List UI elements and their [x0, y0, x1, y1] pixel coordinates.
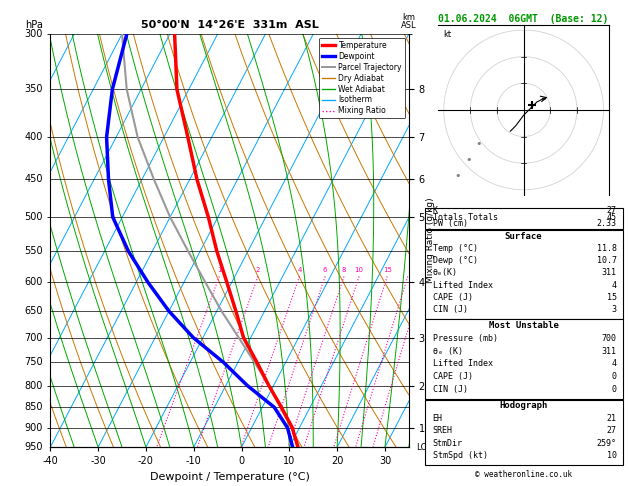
- Text: 01.06.2024  06GMT  (Base: 12): 01.06.2024 06GMT (Base: 12): [438, 15, 609, 24]
- Text: 750: 750: [25, 357, 43, 367]
- Text: 700: 700: [25, 333, 43, 343]
- Text: Mixing Ratio (g/kg): Mixing Ratio (g/kg): [426, 198, 435, 283]
- Text: •: •: [454, 171, 461, 181]
- Text: Lifted Index: Lifted Index: [433, 281, 493, 290]
- Text: CIN (J): CIN (J): [433, 306, 467, 314]
- Text: Pressure (mb): Pressure (mb): [433, 334, 498, 343]
- Text: 4: 4: [612, 360, 617, 368]
- Text: 400: 400: [25, 132, 43, 142]
- Text: Dewp (°C): Dewp (°C): [433, 256, 477, 265]
- Text: 800: 800: [25, 381, 43, 391]
- Text: EH: EH: [433, 414, 442, 423]
- Text: 700: 700: [602, 334, 617, 343]
- Text: Hodograph: Hodograph: [499, 401, 548, 410]
- Text: CIN (J): CIN (J): [433, 385, 467, 394]
- Text: Surface: Surface: [505, 231, 542, 241]
- Text: 1: 1: [217, 267, 221, 273]
- Text: 311: 311: [602, 347, 617, 356]
- Bar: [425, 230, 623, 318]
- Text: 300: 300: [25, 29, 43, 39]
- Text: 2: 2: [256, 267, 260, 273]
- Text: •: •: [465, 155, 472, 165]
- Text: 11.8: 11.8: [597, 244, 617, 253]
- Text: 15: 15: [382, 267, 392, 273]
- Text: 6: 6: [323, 267, 327, 273]
- Text: LCL: LCL: [416, 443, 431, 451]
- Text: kt: kt: [443, 30, 452, 39]
- Text: 27: 27: [607, 207, 617, 215]
- Text: 450: 450: [25, 174, 43, 184]
- Text: 259°: 259°: [597, 439, 617, 448]
- Text: 2.33: 2.33: [597, 219, 617, 228]
- Text: 900: 900: [25, 423, 43, 433]
- Text: 311: 311: [602, 268, 617, 278]
- Text: StmSpd (kt): StmSpd (kt): [433, 451, 487, 460]
- Text: CAPE (J): CAPE (J): [433, 293, 472, 302]
- Text: Most Unstable: Most Unstable: [489, 321, 559, 330]
- Text: 15: 15: [607, 293, 617, 302]
- Title: 50°00'N  14°26'E  331m  ASL: 50°00'N 14°26'E 331m ASL: [141, 20, 318, 31]
- Text: 650: 650: [25, 306, 43, 316]
- Text: 0: 0: [612, 385, 617, 394]
- Text: 0: 0: [612, 372, 617, 382]
- Text: hPa: hPa: [25, 20, 43, 30]
- Text: 4: 4: [612, 281, 617, 290]
- Text: Temp (°C): Temp (°C): [433, 244, 477, 253]
- Text: 10: 10: [355, 267, 364, 273]
- Text: 4: 4: [298, 267, 302, 273]
- Text: 600: 600: [25, 278, 43, 287]
- Text: © weatheronline.co.uk: © weatheronline.co.uk: [475, 469, 572, 479]
- Text: Totals Totals: Totals Totals: [433, 213, 498, 222]
- Bar: [425, 319, 623, 399]
- Text: 45: 45: [607, 213, 617, 222]
- Text: 21: 21: [607, 414, 617, 423]
- Bar: [425, 399, 623, 465]
- Legend: Temperature, Dewpoint, Parcel Trajectory, Dry Adiabat, Wet Adiabat, Isotherm, Mi: Temperature, Dewpoint, Parcel Trajectory…: [319, 38, 405, 119]
- X-axis label: Dewpoint / Temperature (°C): Dewpoint / Temperature (°C): [150, 472, 309, 482]
- Text: 850: 850: [25, 402, 43, 412]
- Text: 27: 27: [607, 426, 617, 435]
- Text: PW (cm): PW (cm): [433, 219, 467, 228]
- Text: 950: 950: [25, 442, 43, 452]
- Text: 350: 350: [25, 84, 43, 94]
- Text: 10: 10: [607, 451, 617, 460]
- Text: θₑ (K): θₑ (K): [433, 347, 462, 356]
- Text: 500: 500: [25, 212, 43, 222]
- Text: •: •: [476, 139, 482, 149]
- Text: Lifted Index: Lifted Index: [433, 360, 493, 368]
- Text: 10.7: 10.7: [597, 256, 617, 265]
- Bar: [425, 208, 623, 229]
- Text: 550: 550: [25, 246, 43, 256]
- Text: km
ASL: km ASL: [401, 13, 416, 30]
- Text: θₑ(K): θₑ(K): [433, 268, 457, 278]
- Text: 3: 3: [612, 306, 617, 314]
- Text: StmDir: StmDir: [433, 439, 462, 448]
- Text: K: K: [433, 207, 438, 215]
- Text: CAPE (J): CAPE (J): [433, 372, 472, 382]
- Text: SREH: SREH: [433, 426, 452, 435]
- Text: 8: 8: [342, 267, 346, 273]
